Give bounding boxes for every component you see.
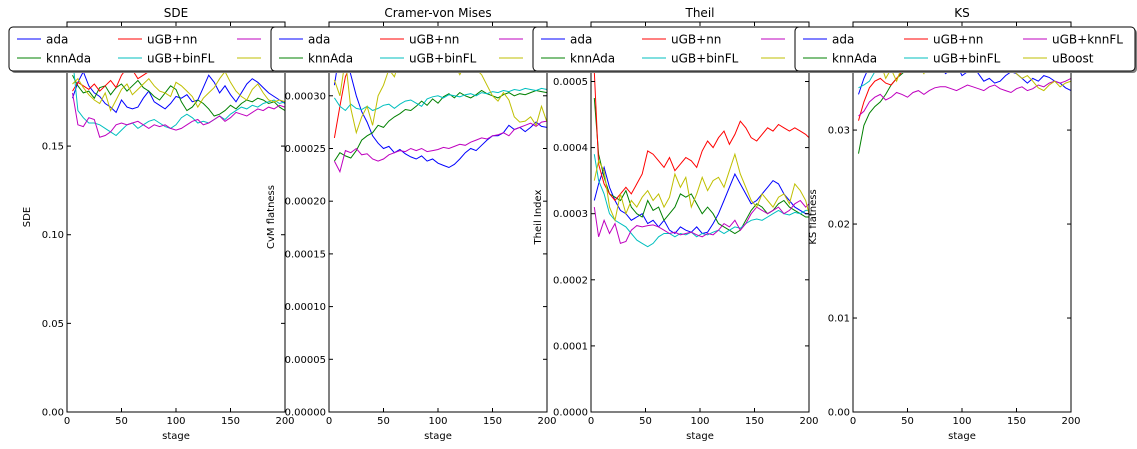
- y-tick-label: 0.0005: [553, 77, 588, 88]
- x-axis-label: stage: [162, 431, 190, 442]
- y-tick-label: 0.0001: [553, 341, 588, 352]
- x-axis-label: stage: [686, 431, 714, 442]
- legend-label: uGB+nn: [933, 33, 983, 47]
- y-tick-label: 0.03: [828, 126, 850, 137]
- plot-area: [67, 22, 285, 412]
- series-line-uBoost: [72, 70, 285, 112]
- y-tick-label: 0.02: [828, 220, 850, 231]
- series-line-ada: [72, 70, 285, 114]
- legend-label: uGB+knnFL: [1052, 33, 1123, 47]
- y-tick-label: 0.0003: [553, 209, 588, 220]
- x-tick-label: 150: [1007, 416, 1026, 427]
- x-tick-label: 100: [166, 416, 185, 427]
- x-axis-label: stage: [948, 431, 976, 442]
- series-line-knnAda: [72, 74, 285, 117]
- x-tick-label: 50: [115, 416, 128, 427]
- legend-label: uBoost: [1052, 52, 1094, 66]
- series-line-uGB+knnFL: [333, 120, 547, 174]
- legend-label: knnAda: [46, 52, 91, 66]
- series-line-uGB+binFL: [593, 154, 809, 248]
- y-tick-label: 0.0002: [553, 275, 588, 286]
- y-tick-label: 0.00015: [285, 249, 326, 260]
- legend-label: uGB+binFL: [409, 52, 477, 66]
- chart-title: Theil: [685, 6, 715, 20]
- legend-label: knnAda: [832, 52, 877, 66]
- chart-title: SDE: [164, 6, 188, 20]
- series-line-uBoost: [593, 152, 809, 222]
- series-line-ada: [333, 49, 547, 169]
- y-tick-label: 0.00000: [285, 408, 326, 419]
- x-tick-label: 100: [428, 416, 447, 427]
- y-tick-label: 0.10: [42, 230, 64, 241]
- legend-label: uGB+nn: [671, 33, 721, 47]
- x-axis-label: stage: [424, 431, 452, 442]
- series-group: [593, 71, 809, 248]
- x-tick-label: 150: [745, 416, 764, 427]
- y-tick-label: 0.15: [42, 142, 64, 153]
- series-line-uGB+binFL: [72, 57, 285, 137]
- legend-label: uGB+binFL: [671, 52, 739, 66]
- x-tick-label: 100: [952, 416, 971, 427]
- legend-3: ada knnAda uGB+nn uGB+binFL uGB+knnFL uBoost: [794, 26, 1137, 73]
- y-axis-label: SDE: [22, 207, 33, 227]
- y-tick-label: 0.00030: [285, 91, 326, 102]
- series-line-uGB+binFL: [333, 87, 547, 112]
- y-axis-label: KS flatness: [808, 189, 819, 244]
- plot-area: [591, 22, 809, 412]
- y-tick-label: 0.00010: [285, 302, 326, 313]
- series-line-knnAda: [333, 89, 547, 162]
- x-tick-label: 150: [221, 416, 240, 427]
- chart-title: KS: [954, 6, 970, 20]
- legend-1: ada knnAda uGB+nn uGB+binFL: [270, 26, 613, 73]
- plot-area: [329, 22, 547, 412]
- x-tick-label: 100: [690, 416, 709, 427]
- y-tick-label: 0.00025: [285, 144, 326, 155]
- series-line-uGB+knnFL: [593, 199, 809, 245]
- legend-label: ada: [832, 33, 854, 47]
- x-tick-label: 50: [639, 416, 652, 427]
- x-tick-label: 150: [483, 416, 502, 427]
- legend-label: knnAda: [308, 52, 353, 66]
- chart-panel-1: 0 50 100 150 2000.000000.000050.000100.00015…: [266, 6, 557, 442]
- y-tick-label: 0.00005: [285, 355, 326, 366]
- series-line-uGB+nn: [593, 71, 809, 202]
- series-line-uGB+knnFL: [72, 92, 285, 138]
- y-tick-label: 0.00020: [285, 197, 326, 208]
- series-line-knnAda: [593, 97, 809, 235]
- x-tick-label: 200: [275, 416, 294, 427]
- legend-0: ada knnAda uGB+nn uGB+binFL: [8, 26, 351, 73]
- legend-label: uGB+binFL: [933, 52, 1001, 66]
- x-tick-label: 200: [537, 416, 556, 427]
- x-tick-label: 0: [64, 416, 70, 427]
- y-tick-label: 0.00: [42, 408, 64, 419]
- legend-label: uGB+binFL: [147, 52, 215, 66]
- x-tick-label: 50: [377, 416, 390, 427]
- x-tick-label: 0: [326, 416, 332, 427]
- legend-label: ada: [308, 33, 330, 47]
- y-tick-label: 0.01: [828, 314, 850, 325]
- x-tick-label: 200: [799, 416, 818, 427]
- x-tick-label: 50: [901, 416, 914, 427]
- legend-label: ada: [46, 33, 68, 47]
- chart-title: Cramer-von Mises: [384, 6, 491, 20]
- legend-label: ada: [570, 33, 592, 47]
- series-line-uGB+knnFL: [858, 77, 1071, 117]
- y-tick-label: 0.0004: [553, 143, 588, 154]
- legend-box: [794, 26, 1136, 72]
- y-tick-label: 0.0000: [553, 408, 588, 419]
- chart-panel-0: 0501001502000.000.050.100.150.20SDEstage…: [22, 6, 295, 442]
- chart-panel-2: 0 50 100 150 2000.00000.00010.00020.00030.00…: [533, 6, 819, 442]
- legend-label: uGB+nn: [409, 33, 459, 47]
- y-tick-label: 0.00: [828, 408, 850, 419]
- y-axis-label: Theil Index: [533, 189, 544, 245]
- legend-label: uGB+nn: [147, 33, 197, 47]
- y-axis-label: CvM flatness: [266, 185, 277, 249]
- x-tick-label: 0: [850, 416, 856, 427]
- legend-2: ada knnAda uGB+nn uGB+binFL: [532, 26, 875, 73]
- x-tick-label: 200: [1061, 416, 1080, 427]
- legend-label: knnAda: [570, 52, 615, 66]
- y-tick-label: 0.05: [42, 319, 64, 330]
- x-tick-label: 0: [588, 416, 594, 427]
